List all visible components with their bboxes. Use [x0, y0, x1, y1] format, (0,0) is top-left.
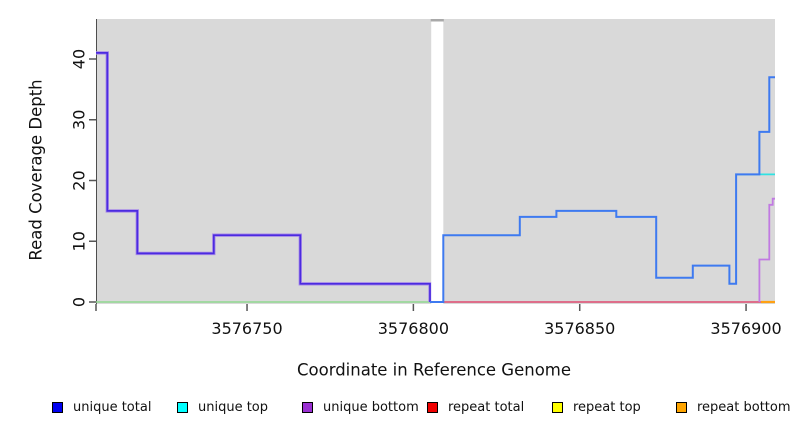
- series-line-unique-bottom-right: [758, 197, 775, 302]
- y-tick-label: 40: [70, 49, 89, 69]
- y-tick-label: 0: [70, 297, 89, 307]
- x-tick-label: 3576800: [378, 319, 449, 338]
- x-tick-label: 3576750: [211, 319, 282, 338]
- x-tick-label: 3576850: [544, 319, 615, 338]
- y-tick-label: 30: [70, 110, 89, 130]
- y-tick-label: 20: [70, 170, 89, 190]
- y-axis-title: Read Coverage Depth: [26, 79, 46, 261]
- x-axis-title: Coordinate in Reference Genome: [296, 360, 572, 380]
- coverage-gap-cap: [430, 19, 444, 22]
- y-tick-label: 10: [70, 231, 89, 251]
- x-tick-label: 3576900: [710, 319, 781, 338]
- coverage-gap-mask: [431, 19, 444, 304]
- series-line-left-line-core: [96, 52, 431, 302]
- series-line-unique-total-right: [430, 76, 775, 303]
